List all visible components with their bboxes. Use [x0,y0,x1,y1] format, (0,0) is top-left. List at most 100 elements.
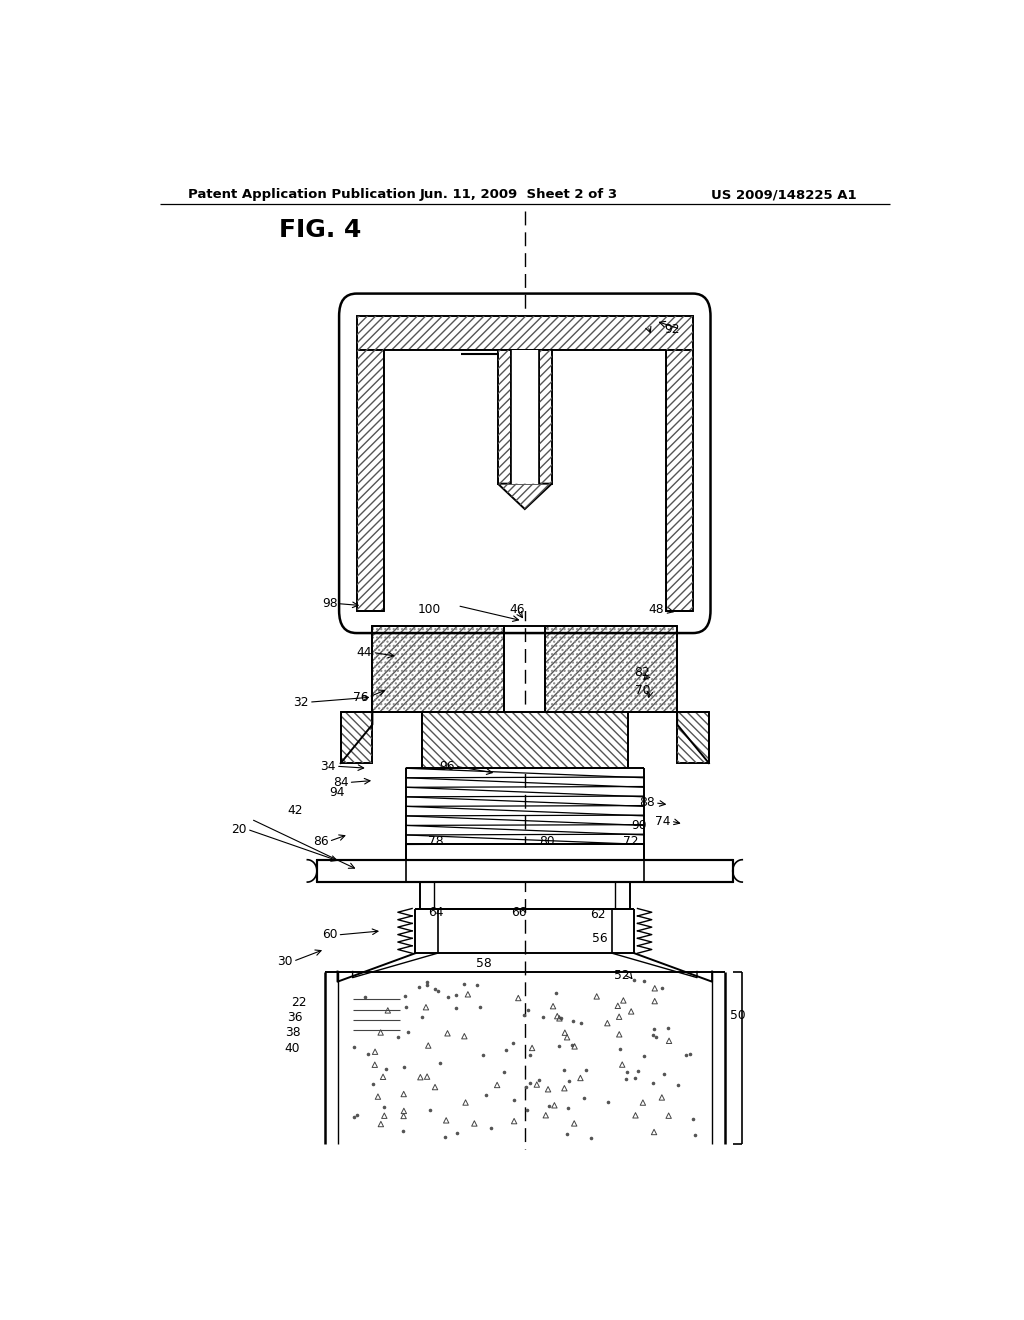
Point [427,1077,443,1098]
Point [575,1088,592,1109]
Text: 88: 88 [639,796,655,809]
Point [583,1127,599,1148]
Point [419,972,435,993]
Point [395,1105,412,1126]
Point [413,1067,429,1088]
Point [653,1086,670,1107]
Point [660,1030,677,1051]
Bar [341,713,373,763]
Bar [539,351,552,483]
Point [506,1090,522,1111]
Point [395,1101,412,1122]
Text: 44: 44 [356,645,373,659]
Point [506,1110,522,1131]
Point [678,1044,694,1065]
Point [348,1104,365,1125]
Bar [498,351,511,483]
Text: 42: 42 [287,804,302,817]
Point [614,1053,631,1074]
Text: 20: 20 [231,822,247,836]
Point [518,1076,535,1097]
Point [505,1032,521,1053]
Point [420,1035,436,1056]
Point [419,1067,435,1088]
Point [559,1027,575,1048]
Bar [384,351,666,611]
Point [646,1122,663,1143]
Point [522,1073,539,1094]
Point [682,1044,698,1065]
Point [546,1094,562,1115]
Point [390,1026,407,1047]
Point [626,969,642,990]
Bar [406,845,644,859]
Point [414,1006,430,1027]
Point [618,1061,635,1082]
Text: 32: 32 [293,696,309,709]
Point [572,1012,589,1034]
Text: 62: 62 [590,908,605,921]
Bar [356,315,693,351]
Point [447,985,464,1006]
Point [646,978,663,999]
Point [628,1068,644,1089]
Text: 52: 52 [613,969,630,982]
Point [628,1105,644,1126]
Point [427,978,443,999]
Bar [539,351,552,483]
Point [636,970,652,991]
Point [660,1105,677,1126]
Point [419,974,435,995]
Text: 90: 90 [632,818,647,832]
Point [478,1085,495,1106]
Point [617,1068,634,1089]
Text: 40: 40 [285,1043,300,1055]
Point [561,1071,578,1092]
Point [432,1052,449,1073]
Point [645,1024,662,1045]
Point [566,1113,583,1134]
Text: 56: 56 [592,932,607,945]
Text: 84: 84 [333,776,348,789]
Point [438,1110,455,1131]
Point [436,1126,453,1147]
Text: 50: 50 [730,1008,745,1022]
Point [520,999,537,1020]
Point [458,1092,474,1113]
Point [572,1068,589,1089]
Text: 74: 74 [655,814,671,828]
Text: 60: 60 [322,928,337,941]
Point [396,1056,413,1077]
Point [687,1125,703,1146]
Bar [422,713,628,768]
Point [439,1023,456,1044]
Text: Jun. 11, 2009  Sheet 2 of 3: Jun. 11, 2009 Sheet 2 of 3 [420,189,618,202]
Text: 92: 92 [665,322,680,335]
Point [564,1011,581,1032]
Point [346,1036,362,1057]
Point [535,1006,551,1027]
Bar [422,713,628,768]
Point [378,1059,394,1080]
Point [600,1092,616,1113]
Point [636,1045,652,1067]
Point [548,983,564,1005]
Point [367,1055,383,1076]
Point [611,1039,628,1060]
Text: 38: 38 [286,1026,301,1039]
Point [530,1069,547,1090]
Point [460,983,476,1005]
Bar [546,626,677,713]
Bar [373,626,504,713]
Point [538,1105,554,1126]
Point [375,1067,391,1088]
Point [685,1109,701,1130]
Point [376,1097,392,1118]
Bar [356,351,384,611]
Point [399,1022,416,1043]
Point [611,1024,628,1045]
Text: 22: 22 [291,995,306,1008]
Bar [677,713,709,763]
Bar [677,713,709,763]
Point [670,1074,686,1096]
